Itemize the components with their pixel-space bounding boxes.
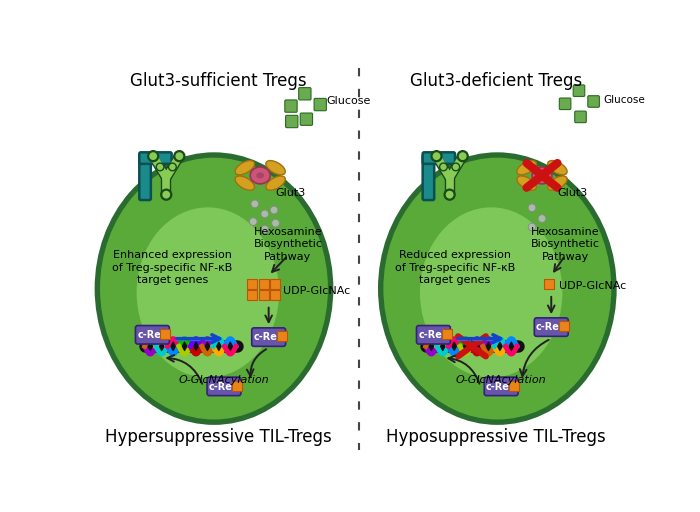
Circle shape	[430, 150, 442, 162]
Ellipse shape	[261, 210, 269, 218]
Ellipse shape	[538, 173, 546, 179]
Circle shape	[147, 150, 160, 162]
Circle shape	[175, 152, 184, 161]
Circle shape	[452, 163, 460, 171]
Text: UDP-GlcNAc: UDP-GlcNAc	[284, 286, 351, 296]
Text: Hypersuppressive TIL-Tregs: Hypersuppressive TIL-Tregs	[105, 429, 332, 446]
FancyBboxPatch shape	[258, 290, 269, 300]
Ellipse shape	[538, 215, 546, 222]
Circle shape	[440, 163, 447, 171]
Ellipse shape	[250, 167, 270, 184]
FancyBboxPatch shape	[285, 100, 297, 112]
FancyBboxPatch shape	[270, 290, 280, 300]
FancyBboxPatch shape	[510, 380, 519, 391]
FancyBboxPatch shape	[270, 279, 280, 289]
FancyBboxPatch shape	[575, 111, 587, 123]
FancyBboxPatch shape	[300, 113, 312, 125]
FancyBboxPatch shape	[160, 329, 171, 339]
Ellipse shape	[235, 176, 255, 190]
FancyBboxPatch shape	[139, 155, 151, 200]
Text: O-GlcNAcylation: O-GlcNAcylation	[456, 375, 547, 385]
Ellipse shape	[378, 152, 617, 425]
Ellipse shape	[517, 161, 536, 175]
Text: Glut3-deficient Tregs: Glut3-deficient Tregs	[410, 72, 582, 90]
Text: c-Rel: c-Rel	[253, 332, 281, 343]
FancyBboxPatch shape	[314, 98, 326, 111]
FancyBboxPatch shape	[299, 88, 311, 100]
Text: c-Rel: c-Rel	[137, 330, 164, 340]
Text: Glucose: Glucose	[326, 96, 371, 106]
Text: Glut3: Glut3	[557, 188, 588, 199]
Ellipse shape	[249, 218, 257, 225]
FancyBboxPatch shape	[534, 318, 568, 336]
Text: Hexosamine
Biosynthetic
Pathway: Hexosamine Biosynthetic Pathway	[531, 227, 600, 262]
Circle shape	[160, 188, 172, 201]
Circle shape	[458, 152, 468, 161]
Text: UDP-GlcNAc: UDP-GlcNAc	[559, 281, 626, 290]
Text: Enhanced expression
of Treg-specific NF-κB
target genes: Enhanced expression of Treg-specific NF-…	[112, 250, 232, 285]
Text: O-GlcNAcylation: O-GlcNAcylation	[178, 375, 270, 385]
FancyBboxPatch shape	[247, 290, 257, 300]
Text: Hexosamine
Biosynthetic
Pathway: Hexosamine Biosynthetic Pathway	[253, 227, 323, 262]
Ellipse shape	[528, 223, 536, 231]
Circle shape	[169, 163, 176, 171]
Ellipse shape	[261, 225, 269, 233]
Ellipse shape	[517, 176, 536, 190]
Ellipse shape	[420, 207, 562, 377]
Text: c-Rel: c-Rel	[209, 382, 236, 392]
Circle shape	[456, 150, 469, 162]
FancyBboxPatch shape	[247, 279, 257, 289]
Circle shape	[162, 190, 171, 199]
Circle shape	[148, 152, 158, 161]
Circle shape	[445, 190, 454, 199]
Text: c-Rel: c-Rel	[536, 323, 564, 332]
Text: Glucose: Glucose	[603, 95, 645, 105]
FancyBboxPatch shape	[139, 152, 172, 164]
FancyBboxPatch shape	[442, 329, 452, 339]
Circle shape	[444, 188, 456, 201]
Text: Glut3-sufficient Tregs: Glut3-sufficient Tregs	[130, 72, 307, 90]
Ellipse shape	[547, 176, 567, 190]
FancyBboxPatch shape	[416, 326, 450, 344]
Text: c-Rel: c-Rel	[418, 330, 446, 340]
Text: Reduced expression
of Treg-specific NF-κB
target genes: Reduced expression of Treg-specific NF-κ…	[395, 250, 515, 285]
Text: c-Rel: c-Rel	[486, 382, 513, 392]
Ellipse shape	[272, 219, 279, 227]
Ellipse shape	[270, 206, 278, 214]
FancyBboxPatch shape	[258, 279, 269, 289]
Ellipse shape	[256, 173, 264, 179]
Text: Glut3: Glut3	[276, 188, 306, 199]
FancyBboxPatch shape	[543, 279, 554, 289]
Ellipse shape	[136, 207, 279, 377]
Ellipse shape	[94, 152, 333, 425]
Ellipse shape	[251, 200, 259, 208]
Ellipse shape	[532, 167, 552, 184]
Ellipse shape	[266, 176, 286, 190]
FancyBboxPatch shape	[252, 328, 286, 346]
Ellipse shape	[266, 161, 286, 175]
Ellipse shape	[235, 161, 255, 175]
FancyBboxPatch shape	[207, 377, 241, 396]
Ellipse shape	[547, 161, 567, 175]
FancyBboxPatch shape	[286, 115, 298, 127]
FancyBboxPatch shape	[276, 331, 287, 342]
FancyBboxPatch shape	[573, 85, 584, 96]
FancyBboxPatch shape	[232, 380, 242, 391]
Ellipse shape	[100, 158, 328, 419]
Circle shape	[173, 150, 186, 162]
Text: Hyposuppressive TIL-Tregs: Hyposuppressive TIL-Tregs	[386, 429, 606, 446]
FancyBboxPatch shape	[588, 96, 599, 107]
FancyBboxPatch shape	[423, 152, 455, 164]
FancyBboxPatch shape	[423, 155, 434, 200]
Ellipse shape	[528, 204, 536, 211]
FancyBboxPatch shape	[135, 326, 169, 344]
FancyBboxPatch shape	[484, 377, 518, 396]
Ellipse shape	[384, 158, 611, 419]
Circle shape	[432, 152, 441, 161]
FancyBboxPatch shape	[559, 322, 569, 331]
FancyBboxPatch shape	[559, 98, 571, 110]
Circle shape	[156, 163, 164, 171]
